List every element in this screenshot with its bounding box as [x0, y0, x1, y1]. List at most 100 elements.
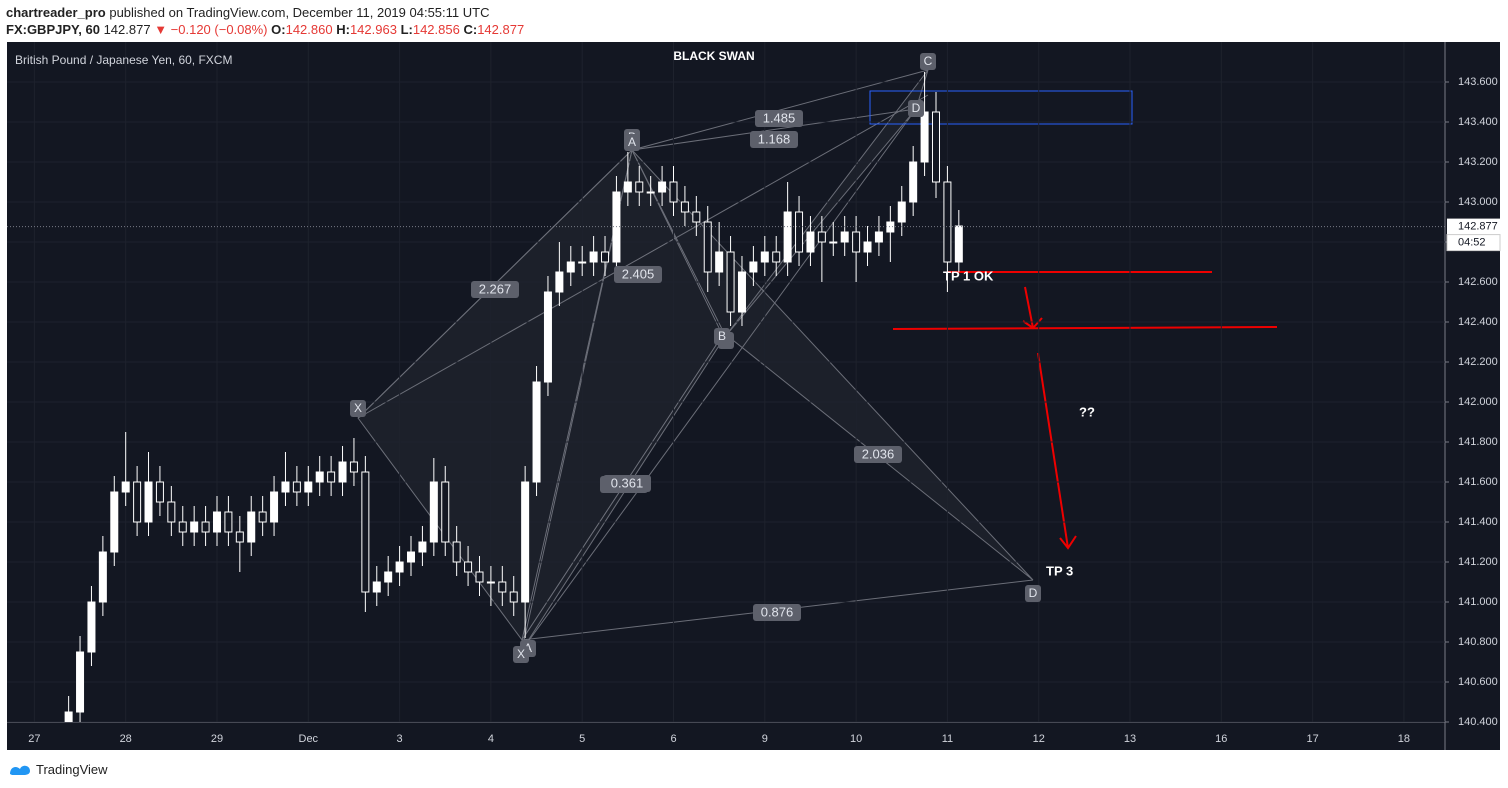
candle-body — [635, 181, 644, 193]
c-label: C: — [463, 22, 478, 37]
ratio-label: 1.168 — [758, 131, 791, 146]
candle-body — [646, 191, 655, 194]
candle-body — [155, 481, 164, 503]
x-tick-label: 16 — [1215, 733, 1227, 745]
plot — [7, 42, 1445, 722]
candle-body — [361, 471, 370, 593]
candle-body — [144, 481, 153, 523]
candle-body — [543, 291, 552, 383]
candle-body — [258, 511, 267, 523]
x-tick-label: 17 — [1306, 733, 1318, 745]
candle-body — [372, 581, 381, 593]
y-tick-label: 140.400 — [1458, 716, 1498, 728]
l-label: L: — [400, 22, 413, 37]
y-tick-label: 143.400 — [1458, 116, 1498, 128]
candle-body — [772, 251, 781, 263]
candle-body — [658, 181, 667, 193]
red-marks — [892, 271, 1278, 550]
candle-body — [292, 481, 301, 493]
pattern-point: D — [912, 101, 921, 115]
quote-line: FX:GBPJPY, 60 142.877 ▼ −0.120 (−0.08%) … — [6, 21, 524, 38]
pattern-point: C — [924, 54, 933, 68]
x-tick-label: 10 — [850, 733, 862, 745]
candle-body — [98, 551, 107, 603]
candle-body — [703, 221, 712, 273]
ratio-label: 2.036 — [862, 446, 895, 461]
c: 142.877 — [477, 22, 525, 37]
candle-body — [521, 481, 530, 603]
y-tick-label: 142.200 — [1458, 356, 1498, 368]
candle-body — [247, 511, 256, 543]
annotation: ?? — [1079, 404, 1095, 419]
candle-body — [920, 111, 929, 163]
ratio-label: 2.267 — [479, 281, 512, 296]
change: ▼ −0.120 (−0.08%) — [154, 22, 268, 37]
y-tick-label: 141.400 — [1458, 516, 1498, 528]
y-tick-label: 141.600 — [1458, 476, 1498, 488]
candle-body — [418, 541, 427, 553]
o-label: O: — [271, 22, 286, 37]
candle-body — [931, 111, 940, 183]
candle-body — [840, 231, 849, 243]
y-tick-label: 143.600 — [1458, 76, 1498, 88]
candle-body — [395, 561, 404, 573]
y-tick-label: 142.600 — [1458, 276, 1498, 288]
candle-body — [121, 481, 130, 493]
x-tick-label: 3 — [397, 733, 403, 745]
candle-body — [566, 261, 575, 273]
x-tick-label: 28 — [120, 733, 132, 745]
candle-body — [384, 571, 393, 583]
candle-body — [110, 491, 119, 553]
x-tick-label: 13 — [1124, 733, 1136, 745]
brand: TradingView — [36, 761, 108, 777]
y-tick-label: 143.200 — [1458, 156, 1498, 168]
candle-body — [281, 481, 290, 493]
publish-line: chartreader_pro published on TradingView… — [6, 4, 524, 21]
candle-body — [190, 521, 199, 533]
ratio-label-box — [603, 475, 651, 492]
candle-body — [909, 161, 918, 203]
y-tick-label: 141.000 — [1458, 596, 1498, 608]
candle-body — [954, 225, 963, 263]
candle-body — [680, 201, 689, 213]
candle-body — [349, 461, 358, 473]
candle-body — [201, 521, 210, 533]
l: 142.856 — [412, 22, 460, 37]
pattern-point: X — [517, 647, 525, 661]
candle-body — [601, 251, 610, 263]
y-tick-label: 140.600 — [1458, 676, 1498, 688]
publisher: chartreader_pro — [6, 5, 106, 20]
candle-body — [464, 561, 473, 573]
price: 142.877 — [103, 22, 151, 37]
logo — [10, 765, 30, 775]
pattern-point-box — [350, 400, 366, 417]
y-tick-label: 142.000 — [1458, 396, 1498, 408]
instrument: British Pound / Japanese Yen, 60, FXCM — [15, 53, 232, 67]
candle-body — [532, 381, 541, 483]
candle-body — [338, 461, 347, 483]
candle-body — [64, 711, 73, 722]
price-tag — [1447, 218, 1500, 235]
candle-body — [178, 521, 187, 533]
ratio-label-box — [471, 281, 519, 298]
ratio-label: 0.361 — [611, 475, 644, 490]
o: 142.860 — [285, 22, 333, 37]
y-tick-label: 140.800 — [1458, 636, 1498, 648]
y-tick-label: 141.800 — [1458, 436, 1498, 448]
candle-body — [441, 481, 450, 543]
chart: 140.400 140.600 140.800 141.000 141.200 141.4… — [7, 42, 1501, 750]
pattern-point-box — [714, 328, 730, 345]
x-tick-label: 4 — [488, 733, 494, 745]
published: published on TradingView.com, December 1… — [109, 5, 490, 20]
candle-body — [429, 481, 438, 543]
candle-body — [452, 541, 461, 563]
pattern-point-box — [920, 53, 936, 70]
candle-body — [167, 501, 176, 523]
candle-body — [486, 581, 495, 584]
candle-body — [224, 511, 233, 533]
y-tick-label: 142.400 — [1458, 316, 1498, 328]
candle-body — [304, 481, 313, 493]
ratio-label-box — [755, 110, 803, 127]
x-tick-label: 27 — [28, 733, 40, 745]
candle-body — [407, 551, 416, 563]
